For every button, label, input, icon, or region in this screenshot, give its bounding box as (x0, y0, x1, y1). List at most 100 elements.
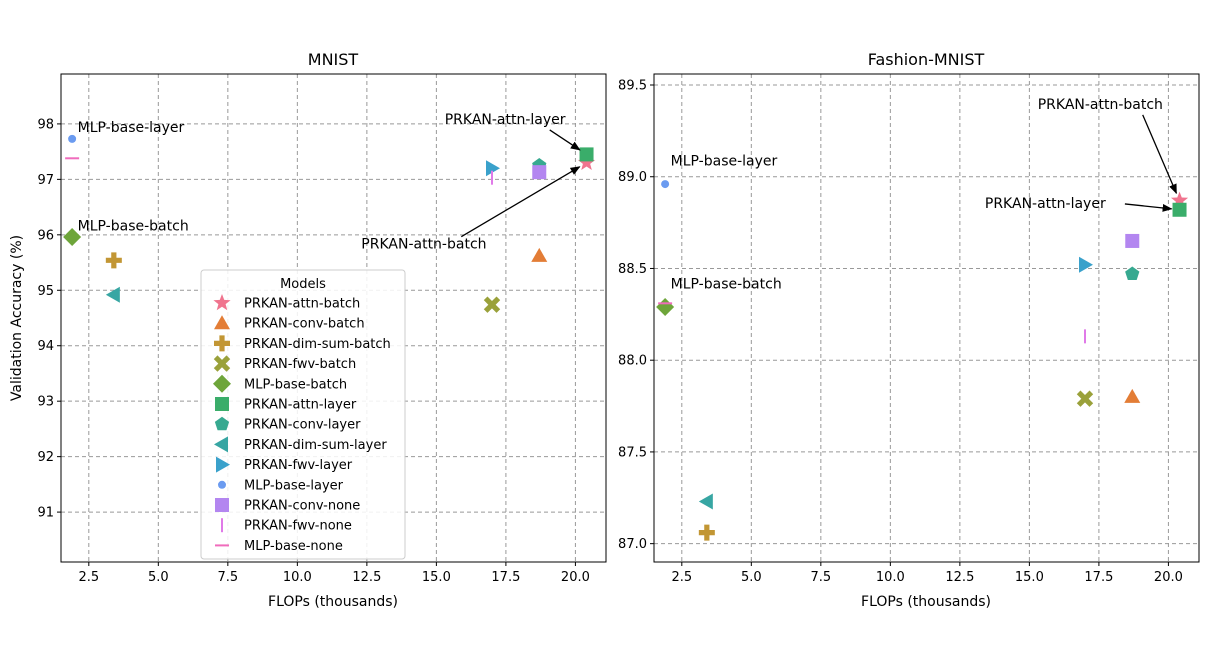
fashion-mnist-xtick-label: 10.0 (876, 570, 905, 585)
mnist-xtick-label: 7.5 (217, 570, 238, 585)
mnist-ytick-label: 97 (37, 173, 54, 188)
mnist-point-prkan-dim-sum-layer (105, 286, 120, 303)
mnist-xtick-label: 17.5 (491, 570, 520, 585)
mnist-plot-frame (60, 73, 607, 563)
fashion-mnist-annotation-arrow (1124, 203, 1173, 212)
legend-marker-mlp-base-batch (213, 374, 231, 393)
mnist-xtick-label: 2.5 (78, 570, 99, 585)
fashion-mnist-points (656, 180, 1189, 541)
mnist-point-mlp-base-batch (63, 228, 82, 247)
fashion-mnist-annotation-label: MLP-base-layer (671, 154, 778, 170)
fashion-mnist-title: Fashion-MNIST (868, 50, 985, 69)
fashion-mnist-plot-frame (653, 73, 1200, 563)
legend-marker-prkan-fwv-batch (213, 355, 231, 372)
mnist-ytick-label: 93 (37, 395, 54, 410)
fashion-mnist-ytick-label: 87.0 (618, 537, 647, 552)
mnist-point-prkan-dim-sum-batch (105, 252, 122, 269)
mnist-annotation-label: MLP-base-batch (78, 218, 189, 234)
legend-entry: PRKAN-dim-sum-batch (244, 337, 391, 352)
fashion-mnist-point-prkan-fwv-layer (1078, 256, 1093, 273)
legend-entry: PRKAN-conv-batch (244, 317, 365, 332)
fashion-mnist-annotation-label: PRKAN-attn-layer (985, 196, 1106, 212)
mnist-annotation-label: PRKAN-attn-layer (445, 112, 566, 128)
mnist-title: MNIST (308, 50, 359, 69)
mnist-xtick-label: 20.0 (561, 570, 590, 585)
mnist-panel: MNIST FLOPs (thousands) Validation Accur… (9, 50, 607, 610)
mnist-ytick-label: 92 (37, 450, 54, 465)
legend-entry: PRKAN-fwv-layer (244, 458, 353, 473)
mnist-xlabel: FLOPs (thousands) (268, 594, 398, 610)
mnist-point-prkan-conv-batch (531, 247, 548, 262)
fashion-mnist-point-prkan-conv-none (1125, 233, 1140, 248)
fashion-mnist-point-mlp-base-layer (661, 180, 670, 189)
legend-marker-prkan-conv-layer (214, 416, 230, 431)
mnist-annotation-label: PRKAN-attn-batch (361, 237, 486, 253)
fashion-mnist-xtick-label: 5.0 (741, 570, 762, 585)
fashion-mnist-annotation-label: PRKAN-attn-batch (1038, 97, 1163, 113)
legend-marker-prkan-attn-batch (213, 294, 231, 311)
fashion-mnist-xtick-label: 2.5 (671, 570, 692, 585)
fashion-mnist-ytick-label: 89.5 (618, 79, 647, 94)
fashion-mnist-point-mlp-base-batch (656, 297, 675, 316)
mnist-ylabel: Validation Accuracy (%) (9, 235, 25, 401)
mnist-ytick-label: 96 (37, 228, 54, 243)
fashion-mnist-point-prkan-attn-layer (1172, 202, 1187, 217)
legend-entry: MLP-base-batch (244, 377, 347, 392)
fashion-mnist-point-prkan-conv-batch (1124, 388, 1141, 403)
mnist-annotation-arrow (460, 166, 581, 238)
legend-entry: PRKAN-attn-layer (244, 398, 357, 413)
fashion-mnist-panel: Fashion-MNIST FLOPs (thousands) 2.5 5.0 7.… (618, 50, 1200, 610)
legend-marker-prkan-conv-none (215, 498, 229, 512)
mnist-point-prkan-fwv-batch (483, 296, 501, 313)
mnist-ytick-label: 94 (37, 339, 54, 354)
fashion-mnist-xtick-label: 20.0 (1154, 570, 1183, 585)
legend-entry: PRKAN-dim-sum-layer (244, 438, 387, 453)
legend-marker-mlp-base-layer (218, 480, 226, 489)
legend-entry: MLP-base-layer (244, 478, 344, 493)
fashion-mnist-ytick-label: 88.5 (618, 262, 647, 277)
legend-entry: PRKAN-conv-layer (244, 418, 361, 433)
legend-marker-prkan-dim-sum-batch (214, 335, 230, 352)
fashion-mnist-xtick-label: 17.5 (1084, 570, 1113, 585)
legend-marker-prkan-conv-batch (214, 315, 230, 330)
legend-title: Models (280, 277, 326, 292)
fashion-mnist-annotation-arrow (1142, 114, 1177, 195)
mnist-xtick-label: 5.0 (148, 570, 169, 585)
mnist-ytick-label: 91 (37, 506, 54, 521)
mnist-annotation-label: MLP-base-layer (78, 120, 185, 136)
fashion-mnist-point-prkan-fwv-batch (1076, 390, 1094, 407)
legend-box (200, 269, 406, 560)
mnist-point-mlp-base-layer (68, 134, 77, 143)
fashion-mnist-xtick-label: 7.5 (810, 570, 831, 585)
mnist-xtick-label: 15.0 (422, 570, 451, 585)
mnist-points (63, 134, 596, 313)
fashion-mnist-point-prkan-dim-sum-layer (698, 493, 713, 510)
legend-entry: PRKAN-fwv-none (244, 519, 352, 534)
legend-entry: MLP-base-none (244, 539, 343, 554)
mnist-point-prkan-conv-none (532, 165, 547, 180)
fashion-mnist-ytick-label: 87.5 (618, 445, 647, 460)
fashion-mnist-xtick-label: 12.5 (945, 570, 974, 585)
legend-entry: PRKAN-fwv-batch (244, 357, 356, 372)
mnist-xtick-label: 12.5 (352, 570, 381, 585)
legend-marker-prkan-fwv-layer (216, 456, 230, 473)
fashion-mnist-ytick-label: 88.0 (618, 354, 647, 369)
fashion-mnist-xtick-label: 15.0 (1015, 570, 1044, 585)
mnist-point-prkan-attn-layer (579, 147, 594, 162)
mnist-point-prkan-fwv-layer (485, 160, 500, 177)
fashion-mnist-ytick-label: 89.0 (618, 170, 647, 185)
fashion-mnist-annotation-label: MLP-base-batch (671, 277, 782, 293)
mnist-ytick-label: 98 (37, 117, 54, 132)
fashion-mnist-point-prkan-attn-batch (1170, 191, 1189, 208)
fashion-mnist-point-prkan-dim-sum-batch (698, 524, 715, 541)
legend-marker-prkan-attn-layer (215, 397, 229, 411)
fashion-mnist-grid (654, 74, 1199, 562)
fashion-mnist-xlabel: FLOPs (thousands) (861, 594, 991, 610)
legend-marker-prkan-dim-sum-layer (214, 436, 228, 453)
mnist-point-prkan-attn-batch (577, 153, 596, 171)
mnist-annotation-arrow (549, 129, 581, 151)
legend-entry: PRKAN-attn-batch (244, 297, 360, 312)
legend-entry: PRKAN-conv-none (244, 499, 360, 514)
legend: Models PRKAN-attn-batch PRKAN-conv-batch PR… (200, 269, 406, 560)
